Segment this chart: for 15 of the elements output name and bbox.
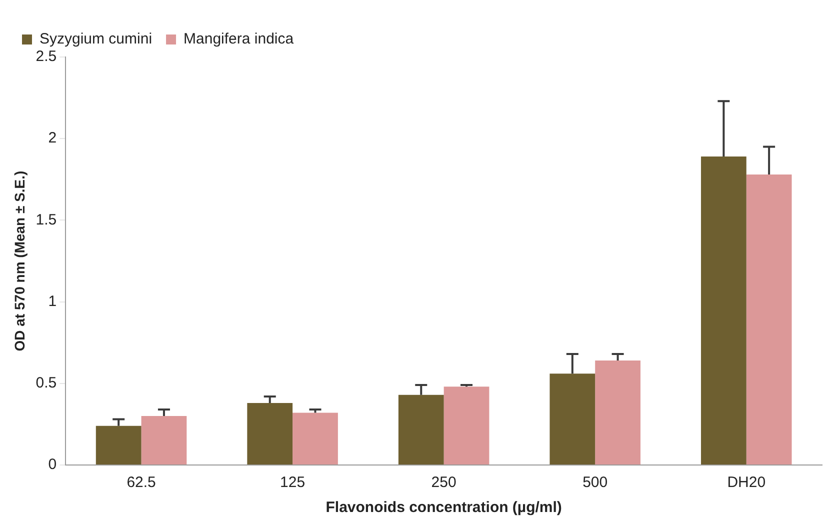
y-tick-label: 1	[48, 292, 57, 310]
y-tick-label: 2.5	[36, 48, 57, 66]
x-tick-label: 250	[431, 474, 456, 492]
y-tick-label: 0.5	[36, 374, 57, 392]
x-tick-label: 500	[582, 474, 608, 492]
legend-label: Mangifera indica	[184, 30, 294, 48]
y-axis-title: OD at 570 nm (Mean ± S.E.)	[11, 170, 28, 352]
x-tick-label: 62.5	[126, 474, 156, 492]
x-axis-title: Flavonoids concentration (µg/ml)	[326, 499, 562, 516]
legend-label: Syzygium cumini	[40, 30, 152, 48]
y-tick-label: 0	[48, 456, 57, 474]
x-tick-label: DH20	[727, 474, 766, 492]
y-tick-label: 1.5	[36, 211, 57, 228]
y-tick-label: 2	[48, 130, 57, 147]
x-tick-label: 125	[280, 474, 306, 492]
